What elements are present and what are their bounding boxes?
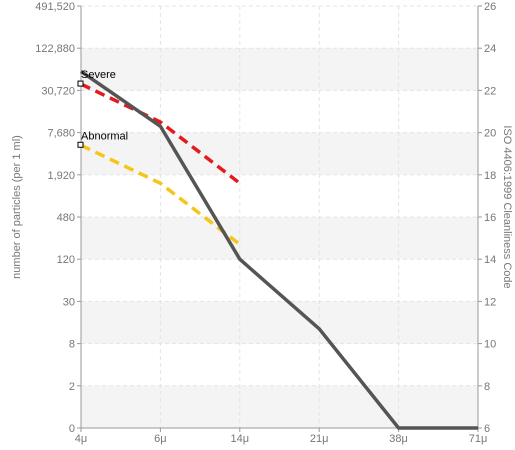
right-tick-label: 18 [484,170,496,182]
left-tick-label: 7,680 [47,128,75,140]
background-band [81,48,478,91]
left-tick-label: 491,520 [35,1,75,13]
right-tick-label: 16 [484,212,496,224]
annotation-marker [77,141,84,148]
annotations: Severe Abnormal [77,69,128,148]
left-tick-label: 30 [63,296,75,308]
left-axis-title: number of particles (per 1 ml) [11,135,23,279]
right-tick-label: 20 [484,128,496,140]
left-tick-label: 1,920 [47,170,75,182]
background-band [81,132,478,175]
series-lines [80,69,478,430]
right-tick-label: 26 [484,1,496,13]
right-tick-label: 6 [484,423,490,435]
grid-lines [81,5,478,429]
annotation-label: Abnormal [81,130,128,142]
right-tick-label: 8 [484,381,490,393]
left-tick-label: 2 [69,381,75,393]
severe-threshold-line [80,82,241,185]
annotation-label: Severe [81,69,116,81]
plot-background-bands [81,48,478,428]
x-tick-label: 14μ [231,433,250,445]
x-tick-label: 38μ [389,433,408,445]
left-tick-label: 120 [57,254,75,266]
left-tick-label: 480 [57,212,75,224]
abnormal-threshold-line [80,143,241,246]
annotation-marker [77,80,84,87]
x-tick-label: 21μ [310,433,329,445]
background-band [81,217,478,260]
right-tick-label: 24 [484,43,496,55]
left-axis-ticks: 0 2 8 30 120 480 1,920 7,680 30,720 122,880 491,52… [35,1,81,435]
right-tick-label: 12 [484,296,496,308]
left-tick-label: 0 [69,423,75,435]
right-tick-label: 22 [484,85,496,97]
x-tick-label: 4μ [75,433,87,445]
left-tick-label: 30,720 [41,85,75,97]
right-tick-label: 10 [484,339,496,351]
background-band [81,385,478,428]
right-axis-title: ISO 4406:1999 Cleanliness Code [501,125,513,288]
right-tick-label: 14 [484,254,496,266]
right-axis-ticks: 6 8 10 12 14 16 18 20 22 24 26 [478,1,496,435]
x-tick-label: 71μ [469,433,488,445]
left-tick-label: 122,880 [35,43,75,55]
x-tick-label: 6μ [154,433,166,445]
particle-count-line [80,69,478,430]
background-band [81,301,478,344]
x-axis-ticks: 4μ 6μ 14μ 21μ 38μ 71μ [75,428,488,445]
left-tick-label: 8 [69,339,75,351]
